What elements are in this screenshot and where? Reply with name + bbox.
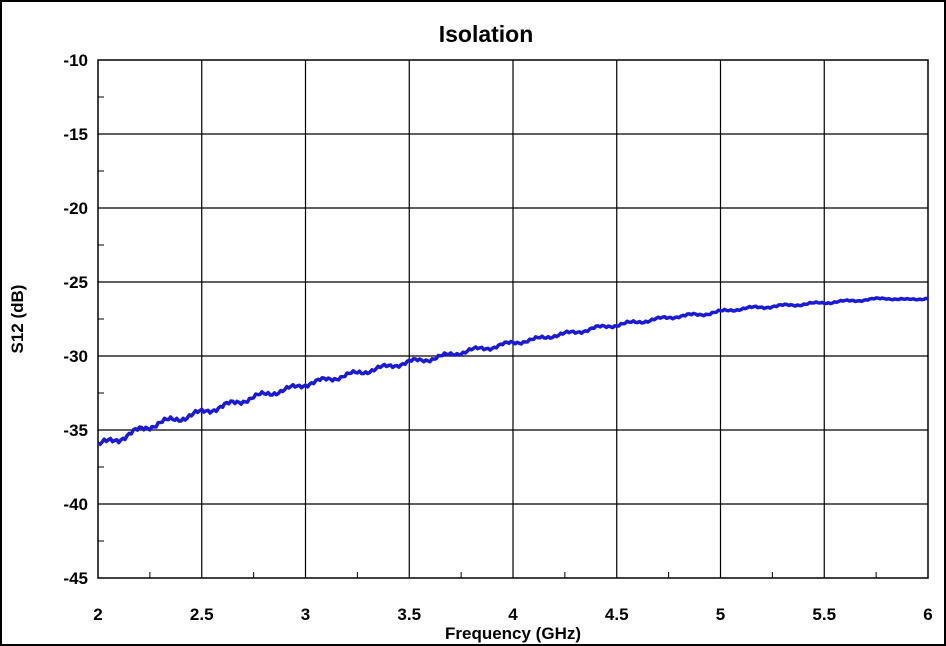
x-tick-label: 5 [716,605,725,624]
x-tick-label: 3 [301,605,310,624]
y-tick-labels: -10 -15 -20 -25 -30 -35 -40 -45 [63,51,88,588]
y-tick-label: -35 [63,421,88,440]
grid [98,60,928,578]
x-tick-label: 5.5 [812,605,836,624]
x-tick-label: 2.5 [190,605,214,624]
x-tick-labels: 2 2.5 3 3.5 4 4.5 5 5.5 6 [93,605,932,624]
y-tick-label: -25 [63,273,88,292]
chart-title: Isolation [439,21,534,47]
y-tick-label: -40 [63,495,88,514]
x-tick-label: 3.5 [397,605,421,624]
series-line [97,296,929,447]
x-tick-label: 6 [923,605,932,624]
y-tick-label: -20 [63,199,88,218]
y-axis-label: S12 (dB) [8,285,27,354]
y-tick-label: -45 [63,569,88,588]
x-tick-label: 2 [93,605,102,624]
y-tick-label: -10 [63,51,88,70]
minor-ticks [98,96,877,578]
y-tick-label: -15 [63,125,88,144]
x-tick-label: 4 [508,605,518,624]
x-tick-label: 4.5 [605,605,629,624]
y-tick-label: -30 [63,347,88,366]
x-axis-label: Frequency (GHz) [445,624,581,643]
